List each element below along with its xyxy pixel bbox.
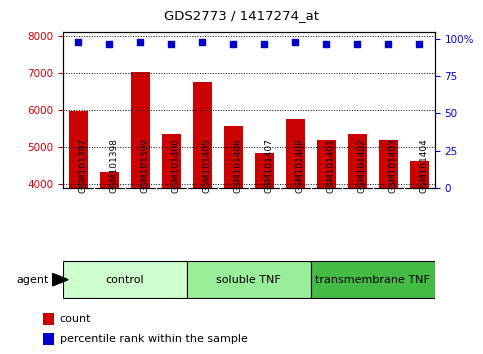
Text: GSM101402: GSM101402 — [357, 139, 366, 193]
Text: control: control — [105, 275, 144, 285]
Bar — [317, 140, 336, 332]
Bar — [193, 81, 212, 332]
Text: count: count — [59, 314, 91, 324]
Text: transmembrane TNF: transmembrane TNF — [315, 275, 430, 285]
Bar — [348, 134, 367, 332]
Bar — [131, 72, 150, 332]
Bar — [43, 313, 54, 325]
Text: percentile rank within the sample: percentile rank within the sample — [59, 335, 247, 344]
Bar — [311, 261, 435, 298]
Point — [291, 39, 299, 45]
Text: GSM101407: GSM101407 — [264, 138, 273, 193]
Text: GDS2773 / 1417274_at: GDS2773 / 1417274_at — [164, 9, 319, 22]
Text: GSM101401: GSM101401 — [326, 138, 335, 193]
Point — [229, 41, 237, 47]
Bar — [255, 153, 273, 332]
Bar — [69, 111, 87, 332]
Bar — [63, 261, 187, 298]
Point — [322, 41, 330, 47]
Point — [260, 41, 268, 47]
Point — [74, 39, 82, 45]
Bar — [379, 140, 398, 332]
Bar — [286, 119, 304, 332]
Text: GSM101400: GSM101400 — [171, 138, 180, 193]
Point — [168, 41, 175, 47]
Bar — [187, 261, 311, 298]
Point — [136, 39, 144, 45]
Text: GSM101398: GSM101398 — [109, 138, 118, 193]
Point — [199, 39, 206, 45]
Bar — [43, 333, 54, 346]
Text: GSM101405: GSM101405 — [202, 138, 211, 193]
Text: agent: agent — [16, 275, 48, 285]
Point — [384, 41, 392, 47]
Point — [354, 41, 361, 47]
Text: GSM101399: GSM101399 — [140, 138, 149, 193]
Text: soluble TNF: soluble TNF — [216, 275, 281, 285]
Polygon shape — [53, 273, 68, 286]
Text: GSM101404: GSM101404 — [419, 139, 428, 193]
Bar — [162, 134, 181, 332]
Text: GSM101397: GSM101397 — [78, 138, 87, 193]
Point — [105, 41, 113, 47]
Point — [415, 41, 423, 47]
Bar — [224, 126, 242, 332]
Bar — [410, 161, 428, 332]
Text: GSM101406: GSM101406 — [233, 138, 242, 193]
Text: GSM101408: GSM101408 — [295, 138, 304, 193]
Bar — [100, 172, 118, 332]
Text: GSM101403: GSM101403 — [388, 138, 397, 193]
